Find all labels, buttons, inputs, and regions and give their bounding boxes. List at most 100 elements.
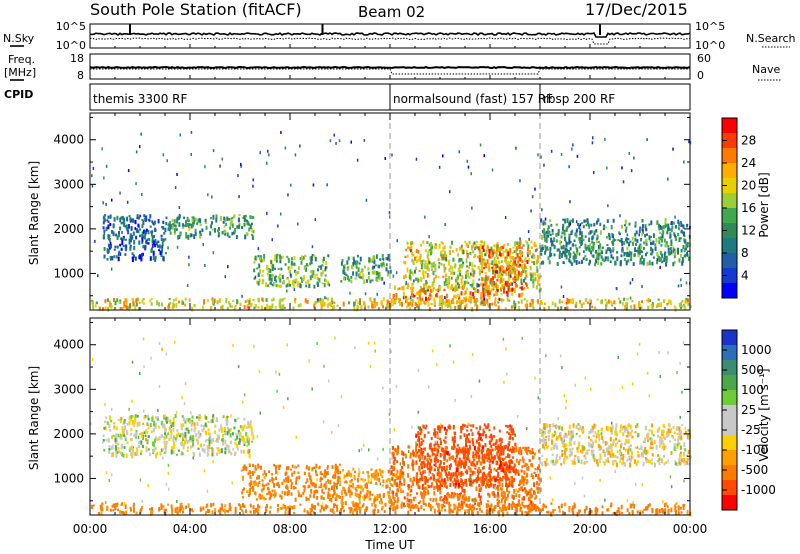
data-cell [459, 435, 462, 439]
data-cell [508, 502, 511, 506]
data-cell [334, 497, 337, 501]
data-cell [271, 303, 274, 309]
data-cell [259, 269, 262, 274]
data-cell [522, 505, 525, 508]
data-cell [480, 264, 483, 269]
data-cell [680, 223, 683, 227]
data-cell [685, 247, 687, 251]
data-cell [496, 498, 499, 502]
data-cell [686, 461, 689, 465]
data-cell [665, 255, 668, 260]
data-cell [310, 261, 313, 265]
data-cell [673, 443, 676, 447]
data-cell [502, 250, 505, 254]
data-cell [463, 284, 465, 289]
data-cell [512, 255, 514, 260]
data-cell [349, 489, 352, 493]
data-cell [463, 465, 466, 470]
data-cell [277, 276, 280, 280]
data-cell [187, 446, 190, 449]
data-cell [165, 216, 168, 220]
data-cell [434, 454, 437, 458]
data-cell [146, 439, 149, 445]
data-cell [385, 257, 388, 261]
data-cell [540, 261, 543, 265]
data-cell [503, 461, 506, 464]
data-cell [403, 483, 406, 486]
data-cell [286, 277, 289, 280]
data-cell [355, 489, 358, 492]
data-cell [553, 244, 556, 250]
data-cell [469, 300, 472, 304]
data-cell [363, 138, 366, 142]
data-cell [462, 249, 465, 255]
data-cell [441, 468, 443, 472]
data-cell [330, 301, 333, 307]
data-cell [685, 454, 688, 458]
data-cell [305, 267, 308, 272]
data-cell [478, 442, 481, 446]
data-cell [590, 246, 593, 250]
data-cell [111, 435, 113, 440]
data-cell [216, 434, 219, 439]
data-cell [142, 235, 145, 238]
data-cell [306, 300, 309, 305]
data-cell [506, 297, 509, 302]
data-cell [224, 451, 227, 455]
data-cell [484, 456, 487, 459]
data-cell [510, 449, 513, 452]
data-cell [508, 464, 511, 469]
data-cell [233, 306, 236, 311]
data-cell [490, 256, 493, 259]
data-cell [120, 416, 123, 421]
data-cell [449, 245, 452, 249]
data-cell [677, 435, 680, 441]
data-cell [462, 494, 465, 500]
data-cell [511, 461, 514, 464]
data-cell [420, 300, 423, 305]
data-cell [334, 464, 337, 470]
data-cell [500, 260, 503, 264]
data-cell [441, 294, 444, 299]
data-cell [537, 476, 540, 480]
data-cell [544, 217, 547, 221]
data-cell [294, 298, 296, 304]
data-cell [429, 471, 431, 474]
data-cell [227, 428, 230, 434]
data-cell [316, 495, 319, 500]
data-cell [422, 498, 425, 503]
data-cell [319, 297, 322, 303]
data-cell [626, 298, 629, 301]
data-cell [492, 260, 495, 264]
data-cell [629, 462, 632, 468]
data-cell [472, 480, 475, 484]
data-cell [502, 278, 505, 282]
data-cell [396, 469, 399, 474]
data-cell [369, 279, 372, 284]
data-cell [479, 425, 482, 431]
data-cell [256, 482, 259, 488]
data-cell [520, 282, 523, 286]
data-cell [227, 265, 229, 269]
data-cell [530, 240, 533, 244]
data-cell [130, 415, 133, 419]
data-cell [407, 282, 410, 288]
data-cell [271, 283, 274, 287]
data-cell [401, 286, 404, 291]
data-cell [245, 431, 248, 437]
data-cell [226, 426, 229, 430]
data-cell [448, 301, 450, 307]
data-cell [503, 286, 505, 291]
data-cell [488, 429, 491, 432]
data-cell [521, 475, 524, 480]
data-cell [411, 252, 414, 256]
data-cell [141, 231, 144, 235]
data-cell [186, 223, 189, 227]
data-cell [538, 457, 541, 461]
data-cell [137, 307, 140, 311]
data-cell [430, 437, 433, 441]
data-cell [189, 436, 192, 441]
data-cell [552, 423, 555, 428]
data-cell [191, 216, 194, 219]
data-cell [481, 475, 484, 481]
